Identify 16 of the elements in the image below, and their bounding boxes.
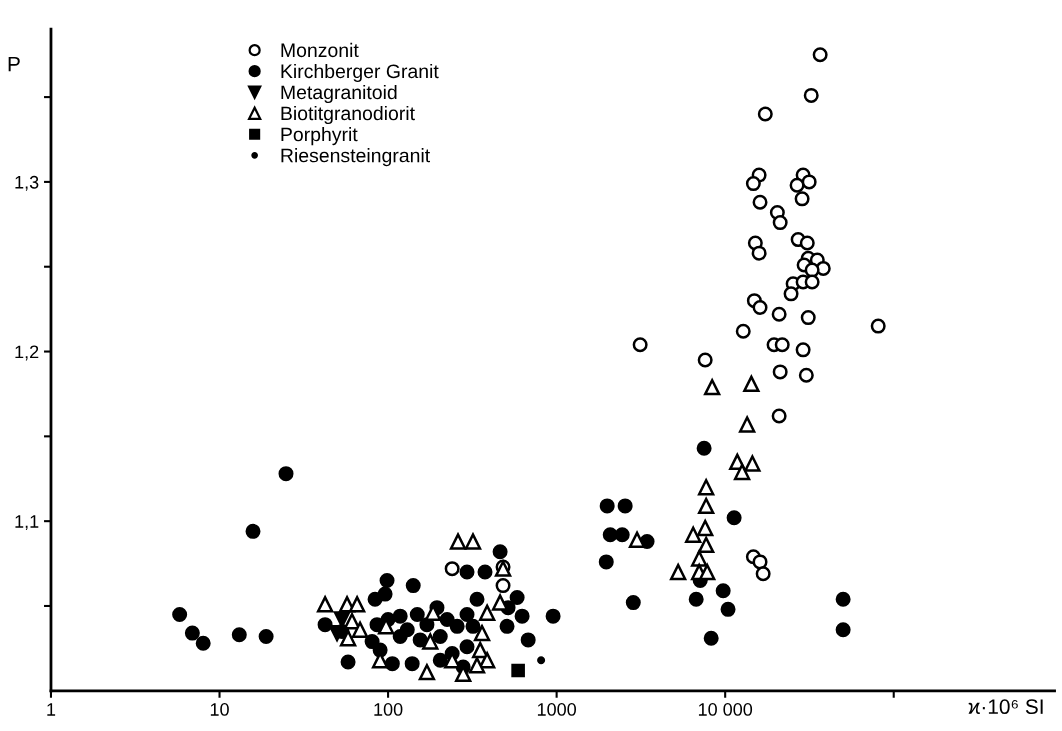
y-axis-title: P — [8, 56, 20, 72]
y-tick-label: 1,3 — [15, 175, 39, 191]
y-tick-label: 1,2 — [15, 345, 39, 361]
x-tick-label: 10 — [210, 703, 229, 716]
y-tick-label: 1,1 — [15, 515, 39, 531]
legend-label: Kirchberger Granit — [281, 63, 439, 83]
legend-label: Porphyrit — [281, 127, 358, 146]
legend-label: Biotitgranodiorit — [281, 105, 415, 125]
x-tick-label: 10 000 — [698, 703, 753, 716]
legend-label: Monzonit — [281, 42, 359, 58]
legend-label: Riesensteingranit — [281, 148, 431, 167]
x-tick-label: 1000 — [537, 703, 577, 716]
x-tick-label: 100 — [374, 703, 403, 716]
x-tick-label: 1 — [47, 703, 56, 716]
legend-label: Metagranitoid — [281, 84, 397, 104]
x-axis-title: ϰ·10⁶ SI — [968, 699, 1043, 715]
